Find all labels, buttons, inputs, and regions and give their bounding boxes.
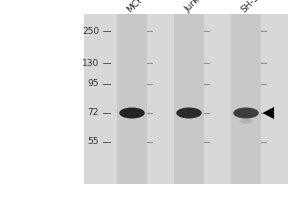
Text: 55: 55 xyxy=(88,138,99,146)
Text: 95: 95 xyxy=(88,79,99,88)
Text: MCF-7: MCF-7 xyxy=(126,0,152,14)
Text: 130: 130 xyxy=(82,58,99,68)
Text: 250: 250 xyxy=(82,26,99,36)
Text: SH-SY5Y: SH-SY5Y xyxy=(240,0,273,14)
Bar xyxy=(174,14,204,184)
Bar xyxy=(117,14,147,184)
Ellipse shape xyxy=(240,118,252,124)
Bar xyxy=(231,14,261,184)
Ellipse shape xyxy=(176,107,202,118)
Polygon shape xyxy=(262,107,274,119)
Bar xyxy=(84,14,288,184)
Ellipse shape xyxy=(119,107,145,118)
Text: 72: 72 xyxy=(88,108,99,117)
Ellipse shape xyxy=(233,107,259,118)
Text: Jurkat: Jurkat xyxy=(183,0,208,14)
